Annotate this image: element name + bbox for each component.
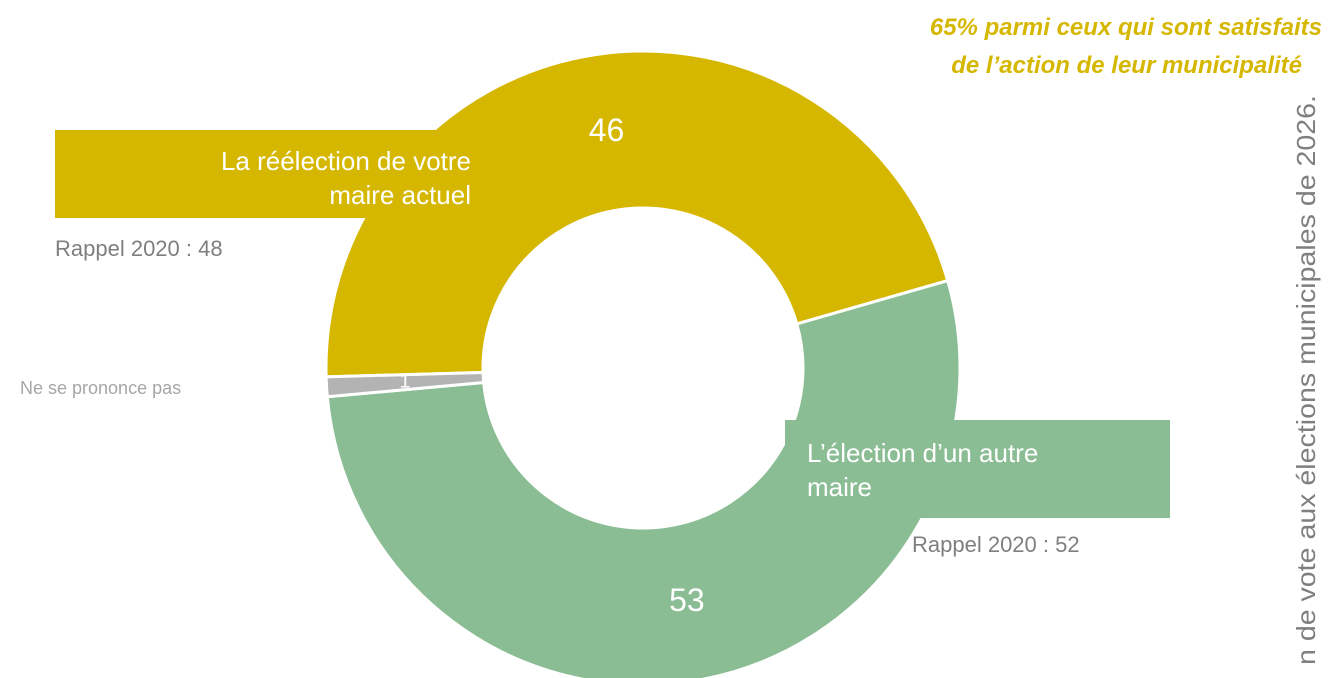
category-label: La réélection de votre maire actuel	[55, 130, 475, 218]
donut-segment	[325, 278, 962, 678]
donut-segment	[324, 370, 486, 399]
note: 65% parmi ceux qui sont satisfaits	[929, 14, 1322, 41]
category-label: L’élection d’un autre maire	[785, 420, 1170, 518]
annotation: Rappel 2020 : 48	[55, 236, 223, 261]
note: de l’action de leur municipalité	[951, 52, 1302, 79]
value-label: 53	[669, 582, 705, 618]
annotation: Rappel 2020 : 52	[912, 532, 1080, 557]
value-label: 46	[589, 112, 625, 148]
value-label: 1	[399, 370, 410, 392]
side-text: n de vote aux élections municipales de 2…	[1291, 95, 1321, 665]
category-label: Ne se prononce pas	[20, 378, 182, 398]
